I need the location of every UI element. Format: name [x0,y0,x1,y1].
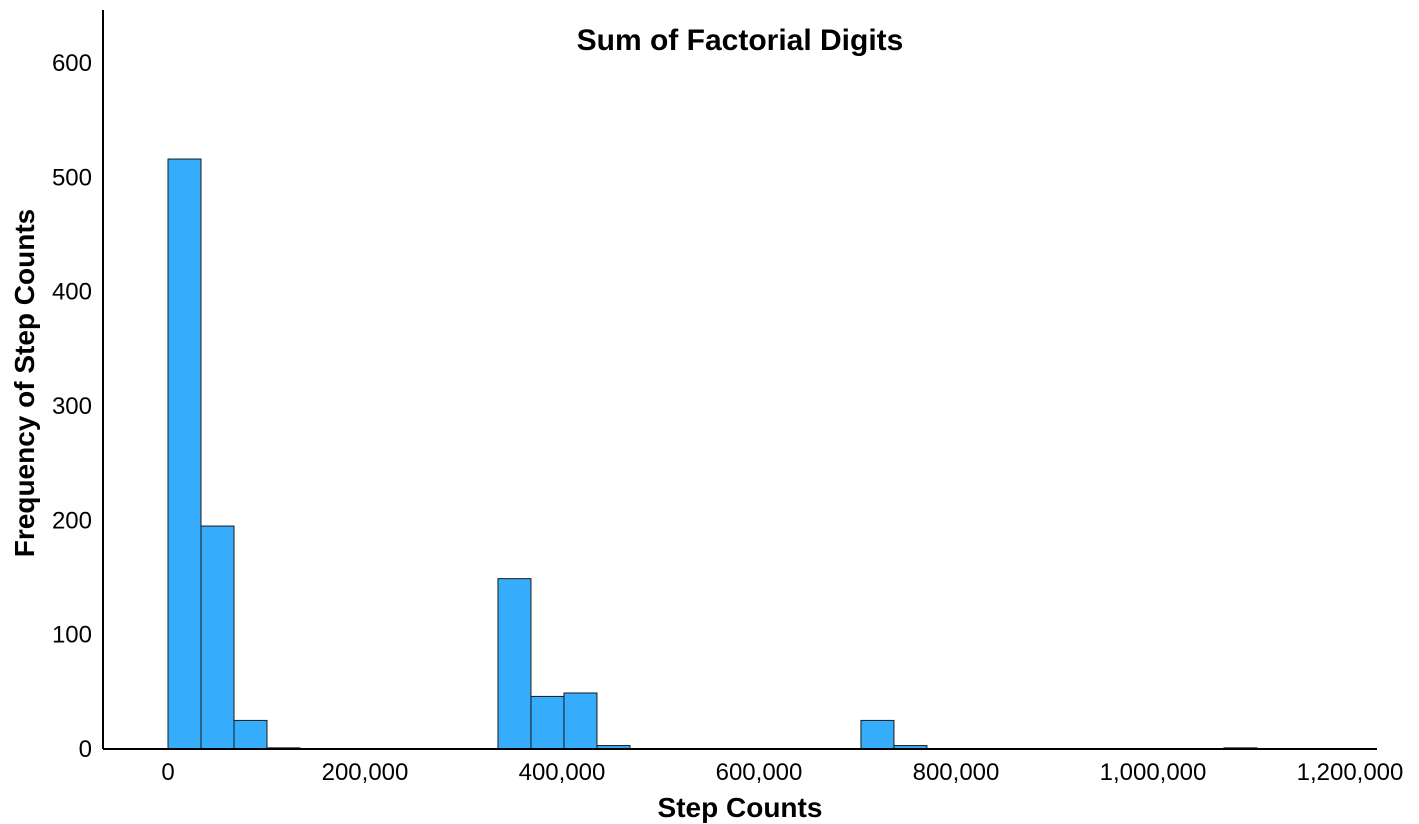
y-tick-label: 0 [79,736,92,763]
histogram-bar [200,525,235,750]
histogram-bar [233,719,268,750]
y-tick-labels: 0 100 200 300 400 500 600 [52,50,92,763]
chart-title: Sum of Factorial Digits [577,24,904,57]
x-tick-label: 400,000 [519,759,606,786]
y-tick-label: 100 [52,622,92,649]
x-tick-label: 0 [161,759,174,786]
histogram-bar [563,692,598,750]
x-tick-label: 1,000,000 [1100,759,1207,786]
y-tick-label: 600 [52,50,92,77]
bars-group [167,158,1258,750]
y-axis-label: Frequency of Step Counts [9,209,40,557]
x-tick-label: 200,000 [322,759,409,786]
histogram-bar [167,158,202,750]
y-tick-label: 200 [52,507,92,534]
x-tick-label: 600,000 [716,759,803,786]
x-tick-labels: 0 200,000 400,000 600,000 800,000 1,000,000 1,… [161,759,1403,786]
y-tick-label: 300 [52,393,92,420]
y-tick-label: 400 [52,279,92,306]
histogram-bar [860,719,895,750]
x-tick-label: 1,200,000 [1297,759,1404,786]
x-axis-label: Step Counts [658,792,823,823]
x-tick-label: 800,000 [913,759,1000,786]
histogram-bar [530,695,565,750]
y-tick-label: 500 [52,164,92,191]
histogram-bar [497,578,532,750]
